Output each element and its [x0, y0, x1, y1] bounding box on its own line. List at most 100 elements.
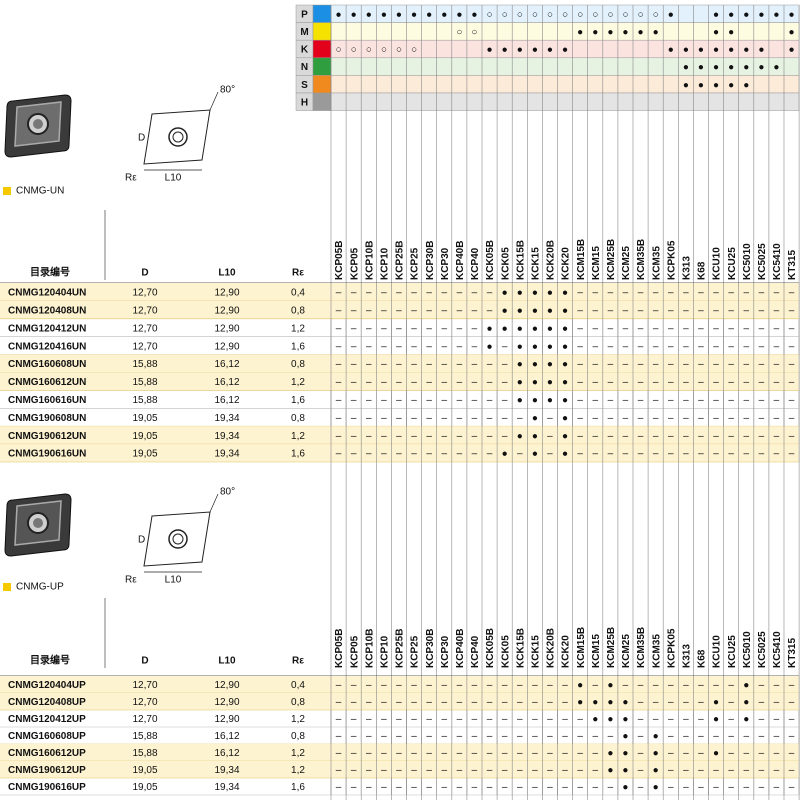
- material-symbol: ○: [547, 9, 553, 20]
- dim-re: 1,2: [291, 748, 305, 759]
- availability: –: [592, 765, 598, 776]
- dim-re: 1,6: [291, 449, 305, 460]
- availability: –: [668, 323, 674, 334]
- availability: –: [426, 288, 432, 299]
- availability: ●: [713, 748, 719, 759]
- availability: ●: [532, 377, 538, 388]
- availability: –: [743, 288, 749, 299]
- dim-l10: 12,90: [214, 697, 239, 708]
- availability: ●: [547, 341, 553, 352]
- row-highlight: [0, 372, 800, 391]
- availability: ●: [622, 782, 628, 793]
- availability: ●: [532, 395, 538, 406]
- material-symbol: ●: [773, 9, 779, 20]
- availability: ●: [607, 748, 613, 759]
- part-number: CNMG190608UN: [8, 413, 86, 424]
- availability: –: [441, 697, 447, 708]
- column-header: L10: [218, 656, 236, 667]
- availability: ●: [517, 395, 523, 406]
- availability: –: [638, 714, 644, 725]
- availability: –: [457, 377, 463, 388]
- grade-label: KCP10B: [364, 241, 375, 280]
- availability: –: [653, 341, 659, 352]
- availability: –: [487, 748, 493, 759]
- availability: –: [562, 714, 568, 725]
- availability: –: [789, 305, 795, 316]
- availability: –: [487, 449, 493, 460]
- dim-d: 19,05: [132, 765, 157, 776]
- material-symbol: ●: [743, 45, 749, 56]
- availability: –: [351, 341, 357, 352]
- availability: –: [728, 697, 734, 708]
- title-marker: [3, 583, 11, 591]
- availability: –: [759, 288, 765, 299]
- availability: –: [562, 680, 568, 691]
- availability: –: [759, 714, 765, 725]
- availability: –: [713, 731, 719, 742]
- availability: –: [426, 341, 432, 352]
- availability: –: [366, 323, 372, 334]
- material-symbol: ○: [622, 9, 628, 20]
- grade-label: KCP25: [410, 247, 421, 280]
- availability: ●: [517, 359, 523, 370]
- grade-label: KCP40B: [455, 629, 466, 668]
- availability: –: [698, 714, 704, 725]
- dim-d: 12,70: [132, 341, 157, 352]
- availability: –: [789, 714, 795, 725]
- availability: –: [774, 377, 780, 388]
- material-symbol: ●: [713, 80, 719, 91]
- part-number: CNMG160608UP: [8, 731, 86, 742]
- availability: –: [487, 714, 493, 725]
- grade-label: KCK20B: [546, 628, 557, 668]
- availability: –: [698, 413, 704, 424]
- grade-label: KCM35: [651, 246, 662, 280]
- availability: –: [426, 413, 432, 424]
- material-symbol: ●: [728, 80, 734, 91]
- availability: –: [426, 359, 432, 370]
- availability: –: [502, 341, 508, 352]
- column-header: L10: [218, 268, 236, 279]
- availability: –: [653, 431, 659, 442]
- availability: –: [441, 714, 447, 725]
- availability: –: [381, 431, 387, 442]
- availability: –: [351, 323, 357, 334]
- material-symbol: ●: [789, 27, 795, 38]
- availability: –: [441, 413, 447, 424]
- availability: ●: [622, 697, 628, 708]
- material-symbol: ○: [592, 9, 598, 20]
- availability: –: [623, 323, 629, 334]
- part-number: CNMG120412UN: [8, 323, 86, 334]
- part-number: CNMG160616UN: [8, 395, 86, 406]
- availability: –: [351, 431, 357, 442]
- material-symbol: ●: [713, 27, 719, 38]
- material-row: [330, 92, 800, 111]
- availability: –: [562, 697, 568, 708]
- availability: –: [668, 413, 674, 424]
- availability: –: [472, 288, 478, 299]
- availability: –: [743, 431, 749, 442]
- row-highlight: [0, 444, 800, 462]
- dim-l10: 19,34: [214, 765, 239, 776]
- availability: –: [396, 731, 402, 742]
- insert-image: [4, 94, 72, 158]
- grade-label: KCPK05: [666, 628, 677, 668]
- dim-l10: 16,12: [214, 731, 239, 742]
- availability: –: [336, 359, 342, 370]
- row-highlight: [0, 744, 800, 761]
- grade-label: KCP10B: [364, 629, 375, 668]
- availability: –: [426, 395, 432, 406]
- availability: –: [577, 714, 583, 725]
- grade-label: KCK15B: [515, 628, 526, 668]
- availability: –: [411, 680, 417, 691]
- availability: –: [592, 413, 598, 424]
- grade-label: KCP40B: [455, 241, 466, 280]
- dim-d: 15,88: [132, 377, 157, 388]
- availability: –: [759, 431, 765, 442]
- availability: –: [336, 782, 342, 793]
- availability: –: [638, 413, 644, 424]
- availability: –: [713, 431, 719, 442]
- availability: ●: [592, 697, 598, 708]
- material-symbol: ●: [336, 9, 342, 20]
- availability: –: [426, 431, 432, 442]
